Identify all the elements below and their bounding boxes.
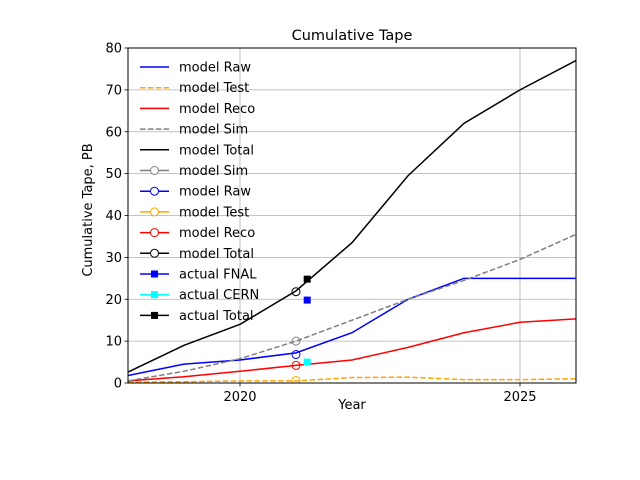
legend-label: actual CERN [179,288,259,303]
legend-marker [150,248,159,258]
legend-entry-model-reco: model Reco [140,226,255,241]
x-tick-label: 2020 [223,390,256,405]
y-tick-label: 10 [105,335,122,350]
point-actual-cern [303,358,311,366]
y-tick-label: 20 [105,293,122,308]
legend-marker [150,166,159,175]
y-axis-label: Cumulative Tape, PB [81,143,96,276]
legend-entry-actual-total: actual Total [140,309,254,324]
legend-entry-model-raw: model Raw [140,185,251,200]
point-actual-fnal [303,296,311,304]
y-tick-label: 60 [105,125,122,140]
series-line-model-sim [128,233,576,382]
legend-entry-model-raw: model Raw [140,61,251,76]
point-model-test [291,375,301,383]
series-line-model-test [128,376,576,383]
point-model-reco [291,360,301,370]
legend-marker [151,311,158,319]
legend-label: model Sim [179,164,248,179]
legend-label: model Total [179,247,254,262]
y-tick-label: 30 [105,251,122,266]
series-line-model-raw [128,277,576,377]
legend-label: model Test [179,81,249,96]
point-actual-total [303,275,311,283]
chart-title: Cumulative Tape [292,28,413,44]
legend-marker [151,270,158,278]
legend-entry-model-total: model Total [140,143,254,158]
legend-entry-actual-fnal: actual FNAL [140,268,257,283]
y-tick-label: 0 [114,377,122,392]
legend-marker [150,186,159,196]
legend-entry-model-test: model Test [140,81,249,96]
legend-label: model Sim [179,123,248,138]
legend-entry-model-test: model Test [140,205,249,220]
legend-label: model Test [179,205,249,220]
legend-entry-model-total: model Total [140,247,254,262]
y-axis-ticks: 0 10 20 30 40 50 60 70 80 [105,42,128,392]
point-model-sim [291,336,301,346]
point-model-raw [291,350,301,360]
x-tick-label: 2025 [503,390,536,405]
y-tick-label: 40 [105,209,122,224]
legend-entry-actual-cern: actual CERN [140,288,259,303]
plot-series [128,59,576,383]
legend-label: actual Total [179,309,254,324]
legend: model Raw model Test model Reco model Sim mo… [140,61,259,324]
legend-marker [150,228,159,238]
point-model-total [291,287,301,297]
legend-entry-model-sim: model Sim [140,164,248,179]
legend-marker [151,291,158,299]
y-tick-label: 50 [105,167,122,182]
legend-label: actual FNAL [179,268,257,283]
series-line-model-total [128,59,576,373]
y-tick-label: 70 [105,83,122,98]
legend-label: model Reco [179,102,255,117]
y-tick-label: 80 [105,42,122,57]
legend-marker [150,207,159,217]
legend-label: model Reco [179,226,255,241]
legend-entry-model-reco: model Reco [140,102,255,117]
legend-label: model Raw [179,185,251,200]
legend-entry-model-sim: model Sim [140,123,248,138]
x-axis-label: Year [337,398,366,413]
x-axis-ticks: 2020 2025 [223,383,537,405]
legend-label: model Total [179,143,254,158]
series-line-model-reco [128,318,576,382]
legend-label: model Raw [179,61,251,76]
